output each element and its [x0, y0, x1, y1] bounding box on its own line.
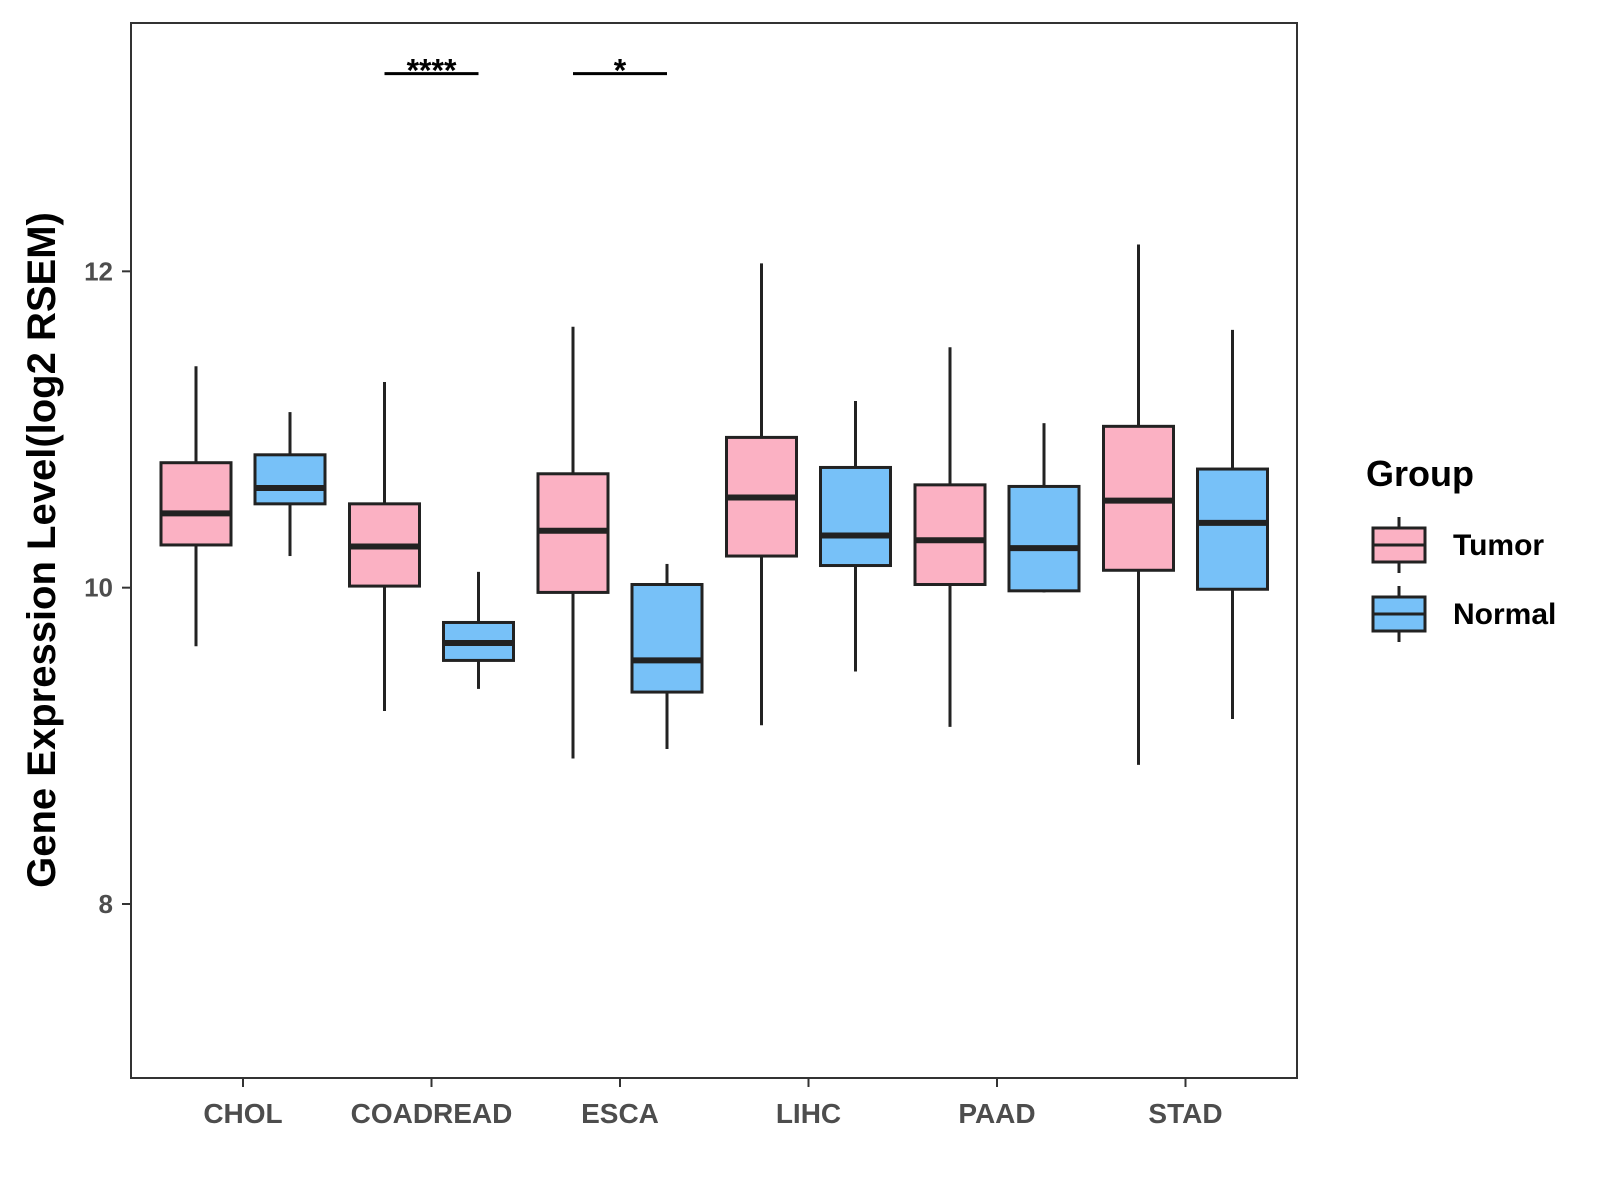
box-normal-stad: [1196, 329, 1269, 719]
box-normal-chol: [253, 412, 327, 557]
y-tick-label-8: 8: [99, 889, 113, 919]
legend-title: Group: [1366, 453, 1474, 494]
box-body: [819, 465, 892, 568]
y-tick-label-10: 10: [84, 573, 113, 603]
y-axis: 8 10 12: [84, 256, 131, 919]
box-body: [159, 461, 233, 547]
significance-label: ****: [407, 53, 457, 89]
x-axis: CHOL COADREAD ESCA LIHC PAAD STAD: [203, 1078, 1223, 1129]
x-tick-label-coadread: COADREAD: [351, 1098, 513, 1129]
y-axis-title: Gene Expression Level(log2 RSEM): [20, 212, 64, 888]
box-normal-paad: [1007, 423, 1081, 593]
box-normal-lihc: [819, 401, 892, 672]
legend-label-normal: Normal: [1453, 598, 1556, 631]
box-tumor-paad: [913, 347, 987, 727]
x-tick-label-chol: CHOL: [203, 1098, 282, 1129]
box-tumor-stad: [1102, 244, 1175, 765]
legend-label-tumor: Tumor: [1453, 529, 1544, 562]
box-tumor-esca: [536, 326, 610, 759]
box-normal-esca: [630, 563, 704, 750]
box-tumor-lihc: [725, 263, 798, 726]
significance-esca: *: [573, 53, 667, 89]
box-series: [159, 244, 1269, 765]
y-tick-label-12: 12: [84, 256, 113, 286]
x-tick-label-esca: ESCA: [581, 1098, 659, 1129]
x-tick-label-paad: PAAD: [958, 1098, 1035, 1129]
significance-annotations: **** *: [384, 53, 667, 89]
legend: Group Tumor Normal: [1366, 453, 1556, 642]
legend-key-normal: Normal: [1371, 586, 1556, 642]
box-body: [1196, 467, 1269, 591]
x-tick-label-lihc: LIHC: [776, 1098, 841, 1129]
box-normal-coadread: [442, 571, 515, 689]
significance-label: *: [614, 53, 627, 89]
box-body: [253, 453, 327, 506]
box-body: [630, 583, 704, 694]
significance-coadread: ****: [384, 53, 479, 89]
x-tick-label-stad: STAD: [1148, 1098, 1222, 1129]
box-body: [1007, 484, 1081, 593]
box-tumor-chol: [159, 366, 233, 647]
box-body: [913, 483, 987, 587]
box-tumor-coadread: [348, 382, 421, 712]
legend-key-tumor: Tumor: [1371, 517, 1544, 573]
